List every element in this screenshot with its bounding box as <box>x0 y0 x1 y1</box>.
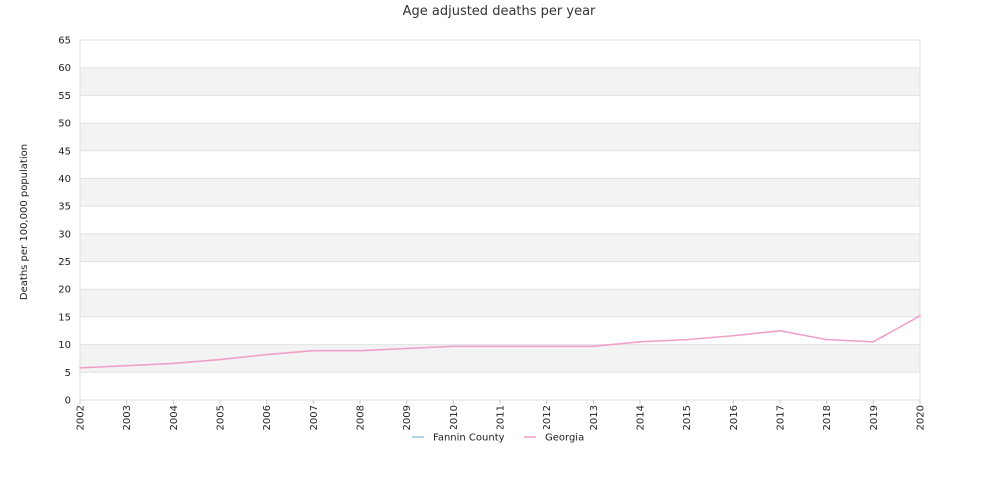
x-tick-label: 2005 <box>216 405 227 430</box>
data-point <box>172 362 175 365</box>
legend-label: Georgia <box>545 433 584 444</box>
y-tick-label: 20 <box>58 285 71 296</box>
data-point <box>499 345 501 348</box>
x-tick-label: 2015 <box>682 405 693 430</box>
x-tick-label: 2016 <box>729 405 740 430</box>
legend-item: Georgia <box>522 429 586 444</box>
data-point <box>592 345 595 348</box>
y-tick-label: 25 <box>58 257 71 268</box>
legend-item-background <box>410 429 508 441</box>
grid-band <box>80 178 920 207</box>
grid-band <box>80 344 920 373</box>
data-point <box>639 340 641 343</box>
grid-bands <box>80 67 920 373</box>
data-point <box>919 314 921 317</box>
x-tick-label: 2011 <box>496 405 507 430</box>
data-point <box>79 366 81 369</box>
y-tick-label: 45 <box>58 146 71 157</box>
y-tick-label: 55 <box>58 91 71 102</box>
data-point <box>405 347 408 350</box>
x-tick-label: 2013 <box>589 405 600 430</box>
data-point <box>265 353 268 356</box>
chart-title: Age adjusted deaths per year <box>403 4 596 19</box>
data-point <box>825 338 828 341</box>
data-point <box>125 364 128 367</box>
series-lines <box>79 314 921 369</box>
x-tick-label: 2018 <box>822 405 833 430</box>
x-tick-label: 2009 <box>402 405 413 430</box>
y-tick-label: 35 <box>58 202 71 213</box>
y-axis-label: Deaths per 100,000 population <box>19 144 30 300</box>
y-tick-label: 15 <box>58 312 71 323</box>
x-tick-label: 2010 <box>449 405 460 430</box>
x-tick-label: 2012 <box>542 405 553 430</box>
data-point <box>872 340 875 343</box>
y-tick-label: 0 <box>65 396 71 407</box>
legend-item-background <box>522 429 586 441</box>
x-tick-label: 2007 <box>309 405 320 430</box>
data-point <box>545 345 548 348</box>
x-tick-label: 2019 <box>869 405 880 430</box>
x-tick-label: 2008 <box>356 405 367 430</box>
x-tick-label: 2004 <box>169 405 180 430</box>
data-point <box>359 349 361 352</box>
data-point <box>685 338 688 341</box>
x-tick-label: 2002 <box>76 405 87 430</box>
data-point <box>452 345 455 348</box>
data-point <box>779 329 781 332</box>
grid-band <box>80 67 920 96</box>
legend: Fannin County Georgia <box>410 429 586 444</box>
x-tick-label: 2003 <box>122 405 133 430</box>
legend-item: Fannin County <box>410 429 508 444</box>
y-tick-label: 50 <box>58 119 71 130</box>
x-tick-label: 2006 <box>262 405 273 430</box>
y-tick-label: 10 <box>58 340 71 351</box>
y-tick-label: 5 <box>65 368 71 379</box>
x-tick-label: 2014 <box>636 405 647 430</box>
grid-band <box>80 233 920 262</box>
y-tick-label: 65 <box>58 36 71 47</box>
y-tick-label: 40 <box>58 174 71 185</box>
data-point <box>312 349 315 352</box>
legend-label: Fannin County <box>433 433 505 444</box>
grid-band <box>80 123 920 151</box>
grid-band <box>80 289 920 317</box>
y-tick-label: 60 <box>58 63 71 74</box>
data-point <box>219 358 221 361</box>
x-axis-ticks: 2002 2003 2004 2005 2006 2007 2008 2009 2010 2011… <box>76 400 927 430</box>
data-point <box>732 334 735 337</box>
x-tick-label: 2020 <box>916 405 927 430</box>
y-axis-ticks: 0 5 10 15 20 25 30 35 40 45 50 55 60 65 <box>58 36 71 407</box>
y-tick-label: 30 <box>58 229 71 240</box>
x-tick-label: 2017 <box>776 405 787 430</box>
